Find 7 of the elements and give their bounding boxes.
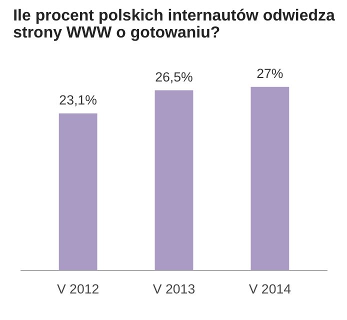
chart-title: Ile procent polskich internautów odwiedza strony WWW o gotowaniu?	[13, 8, 336, 42]
x-tick-label: V 2013	[152, 282, 196, 296]
data-label: 26,5%	[155, 69, 194, 84]
x-tick-label: V 2014	[248, 282, 292, 296]
x-tick-label: V 2012	[56, 282, 100, 296]
data-label: 27%	[256, 66, 284, 81]
data-label: 23,1%	[59, 92, 98, 108]
